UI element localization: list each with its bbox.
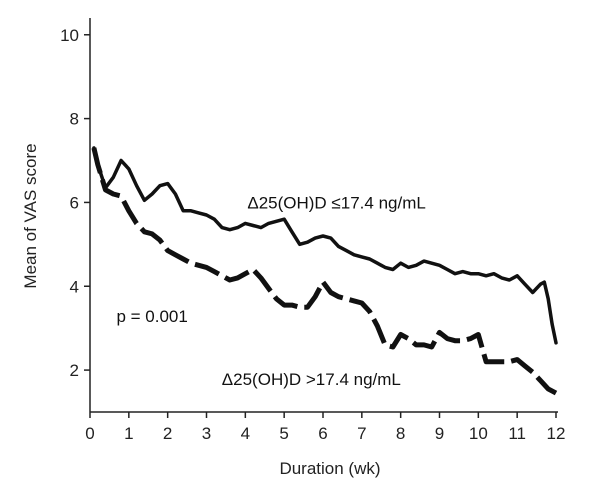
x-tick-label: 3 — [202, 424, 211, 443]
x-tick-label: 11 — [508, 424, 526, 443]
axes — [89, 18, 558, 413]
x-tick-label: 7 — [357, 424, 366, 443]
x-tick-label: 1 — [124, 424, 133, 443]
x-tick-label: 4 — [241, 424, 250, 443]
y-axis-title: Mean of VAS score — [21, 143, 40, 288]
annotations: Δ25(OH)D ≤17.4 ng/mL p = 0.001 Δ25(OH)D >1… — [116, 194, 425, 389]
y-tick-label: 6 — [70, 193, 79, 212]
x-tick-label: 6 — [318, 424, 327, 443]
annotation-label: Δ25(OH)D ≤17.4 ng/mL — [247, 194, 425, 213]
x-tick-label: 8 — [396, 424, 405, 443]
annotation-label: Δ25(OH)D >17.4 ng/mL — [222, 370, 401, 389]
x-tick-label: 5 — [279, 424, 288, 443]
series-line-low-solid — [92, 146, 558, 345]
series-line-high-dashed — [91, 147, 558, 396]
x-tick-label: 10 — [469, 424, 488, 443]
series-group — [91, 146, 558, 396]
annotation-label: p = 0.001 — [116, 307, 187, 326]
y-tick-label: 8 — [70, 110, 79, 129]
x-tick-label: 2 — [163, 424, 172, 443]
x-tick-label: 9 — [435, 424, 444, 443]
x-axis-title: Duration (wk) — [279, 459, 380, 478]
y-tick-label: 10 — [60, 26, 79, 45]
y-tick-label: 2 — [70, 361, 79, 380]
x-tick-label: 0 — [85, 424, 94, 443]
x-tick-label: 12 — [547, 424, 566, 443]
y-tick-label: 4 — [70, 277, 79, 296]
